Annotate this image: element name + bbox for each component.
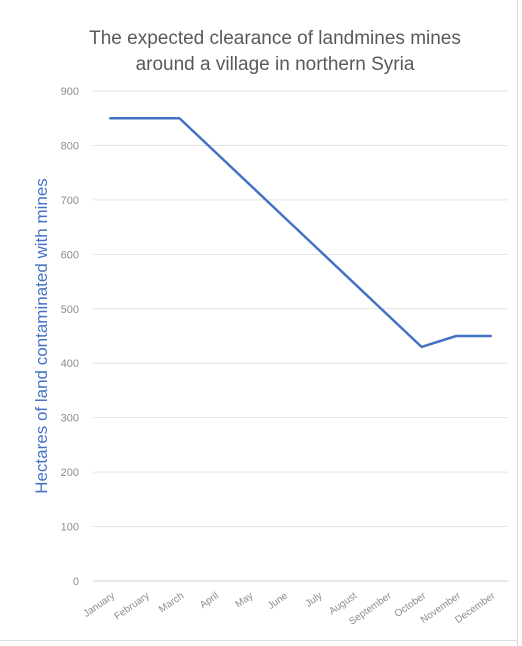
chart-title-line-1: The expected clearance of landmines mine…	[89, 28, 461, 49]
series-layer	[109, 116, 492, 349]
y-tick-label-500: 500	[61, 304, 79, 316]
y-tick-labels: 0 100 200 300 400 500 600 700 800 900	[61, 86, 79, 588]
y-tick-label-700: 700	[61, 195, 79, 207]
y-tick-label-400: 400	[61, 358, 79, 370]
x-tick-label-april: April	[198, 590, 221, 610]
series-line-0	[109, 116, 492, 349]
y-tick-label-200: 200	[61, 467, 79, 479]
chart-title-line-2: around a village in northern Syria	[136, 54, 415, 75]
y-tick-label-600: 600	[61, 249, 79, 261]
y-axis-label: Hectares of land contaminated with mines	[32, 178, 51, 494]
x-tick-label-january: January	[82, 590, 117, 619]
y-tick-label-900: 900	[61, 86, 79, 98]
y-tick-label-100: 100	[61, 522, 79, 534]
y-tick-label-0: 0	[73, 576, 79, 588]
frame-border-bottom	[0, 640, 518, 641]
x-tick-label-june: June	[266, 590, 290, 612]
x-tick-label-march: March	[157, 590, 186, 615]
frame-border-right	[517, 0, 518, 646]
y-tick-label-300: 300	[61, 413, 79, 425]
y-tick-label-800: 800	[61, 140, 79, 152]
gridlines	[93, 90, 508, 582]
x-tick-label-july: July	[304, 590, 325, 609]
x-tick-label-february: February	[113, 590, 152, 622]
x-tick-label-may: May	[234, 590, 256, 610]
